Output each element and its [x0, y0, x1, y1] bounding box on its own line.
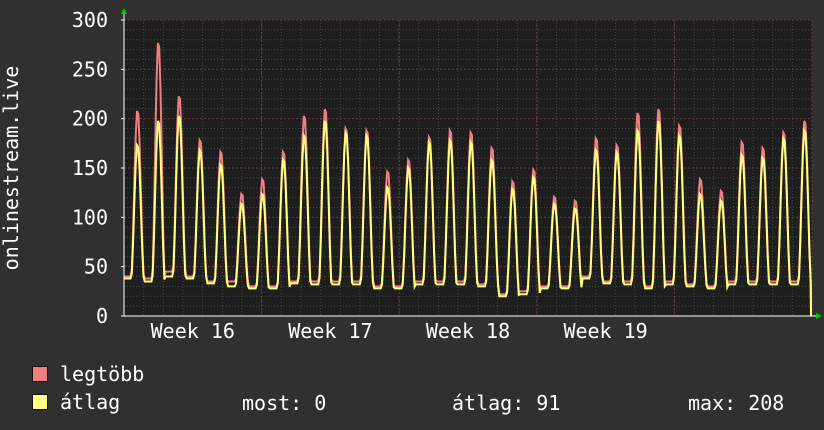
y-tick-label: 50 [84, 255, 108, 279]
legtobb-swatch [32, 366, 48, 382]
legend-label-atlag: átlag [60, 390, 121, 414]
line-atlag [124, 115, 812, 317]
series-atlag [124, 115, 812, 317]
x-tick-label: Week 17 [288, 319, 372, 343]
y-tick-label: 0 [96, 304, 108, 328]
x-tick-label: Week 19 [563, 319, 647, 343]
legend-item-legtobb: legtöbb [32, 362, 145, 386]
y-tick-labels: 0 50 100 150 200 250 300 [72, 8, 108, 328]
x-axis-arrow [816, 313, 822, 319]
atlag-swatch [32, 394, 48, 410]
stat-average: átlag: 91 [452, 391, 561, 415]
legend-item-atlag: átlag [32, 390, 121, 414]
y-axis-label: onlinestream.live [0, 66, 23, 271]
y-tick-label: 300 [72, 8, 108, 32]
legend-label-legtobb: legtöbb [60, 362, 145, 386]
y-tick-label: 100 [72, 205, 108, 229]
x-tick-label: Week 16 [151, 319, 235, 343]
stat-now: most: 0 [242, 391, 327, 415]
y-tick-label: 250 [72, 57, 108, 81]
axes [121, 8, 822, 319]
y-tick-label: 150 [72, 156, 108, 180]
y-tick-label: 200 [72, 107, 108, 131]
stat-max: max: 208 [688, 391, 785, 415]
y-axis-arrow [121, 8, 127, 14]
x-tick-labels: Week 16 Week 17 Week 18 Week 19 [151, 319, 648, 343]
x-tick-label: Week 18 [426, 319, 510, 343]
